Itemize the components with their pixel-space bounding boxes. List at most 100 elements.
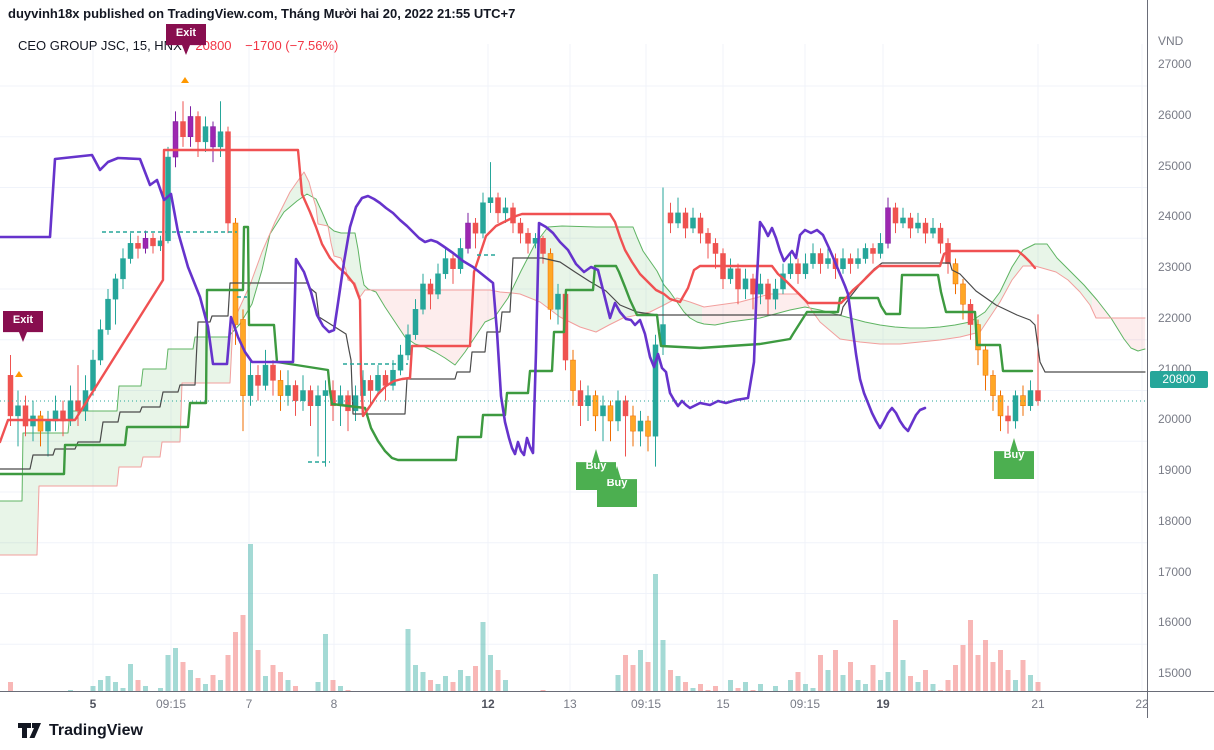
candle-body [225,131,231,224]
candle-body [75,400,81,412]
candle-body [465,222,471,249]
candle-body [637,420,644,432]
candle-body [480,202,486,234]
candle-body [705,232,711,244]
candle-body [555,293,561,310]
volume-bar [1020,660,1026,710]
entry-triangle-marker [15,371,23,377]
candle-body [22,405,29,427]
candle-body [1035,390,1041,401]
candle-body [667,212,674,224]
candle-body [217,131,224,148]
candle-body [772,288,779,300]
volume-bar [165,655,171,710]
time-tick-label: 13 [563,697,577,711]
volume-bar [630,665,636,710]
candle-body [1005,415,1011,422]
candle-body [735,268,741,290]
ichimoku-cloud-green [808,244,1092,344]
time-tick-label: 22 [1135,697,1149,711]
volume-bar [653,574,658,710]
candle-body [922,222,929,234]
volume-bar [623,655,628,710]
volume-bar [953,665,958,710]
candle-body [67,400,74,422]
candle-body [255,375,261,386]
candle-body [150,238,156,247]
chart-canvas[interactable] [0,22,1147,713]
candle-body [870,248,876,254]
candle-body [645,420,651,437]
price-axis[interactable]: VND 27000 26000 25000 24000 23000 22000 21000 2… [1147,0,1214,691]
candle-body [592,395,599,417]
candle-body [375,375,381,391]
price-axis-unit: VND [1158,34,1184,48]
volume-bar [668,670,673,710]
candle-body [307,390,314,406]
candle-body [247,375,254,396]
candle-body [292,385,299,401]
volume-bar [473,666,478,710]
entry-triangle-marker [181,77,189,83]
candle-body [495,197,501,214]
volume-bar [833,650,838,710]
price-tick-label: 26000 [1158,107,1192,122]
candle-body [802,263,809,275]
volume-bar [488,655,493,710]
tradingview-logo[interactable]: TradingView [18,722,143,740]
price-tick-label: 24000 [1158,209,1192,224]
candle-body [877,243,884,254]
candle-body [787,263,794,275]
volume-bar [983,640,988,710]
tradingview-logo-icon [18,723,41,738]
price-tick-label: 23000 [1158,260,1192,274]
candle-body [885,207,891,244]
price-tick-label: 25000 [1158,158,1192,173]
candle-body [1027,390,1034,406]
candle-body [37,415,44,432]
candle-body [427,283,434,295]
candle-body [570,359,576,391]
current-price-tag: 20800 [1150,371,1208,388]
candle-body [690,217,696,229]
candle-body [472,222,479,234]
candle-body [525,232,531,244]
price-tick-label: 19000 [1158,463,1192,478]
candle-body [397,354,404,371]
time-tick-label: 12 [481,697,495,711]
volume-bar [180,662,186,710]
candle-body [990,375,996,396]
volume-bar [990,662,996,710]
time-tick-label: 5 [89,697,97,711]
price-tick-label: 18000 [1158,513,1192,528]
price-change: −1700 (−7.56%) [245,38,339,53]
candle-body [825,258,831,264]
volume-bar [1005,670,1011,710]
candle-body [930,227,936,234]
candle-body [172,121,179,158]
ichimoku-cloud-red [375,290,508,365]
candle-body [202,126,209,143]
candle-body [540,238,546,254]
candle-body [765,283,771,300]
volume-bar [660,640,666,710]
candle-body [997,395,1004,417]
senkou-a-line [0,193,1146,502]
candle-body [757,283,764,295]
time-tick-label: 09:15 [789,697,821,711]
candle-body [892,207,899,224]
candle-body [712,243,719,254]
candle-body [322,390,329,396]
time-axis[interactable]: 5 09:15 7 8 12 13 09:15 15 09:15 19 21 22 [0,691,1214,718]
candle-body [907,217,914,229]
volume-bar [173,648,178,710]
volume-bar [638,650,643,710]
volume-bar [893,620,898,710]
volume-bar [270,665,276,710]
time-tick-label: 15 [716,697,730,711]
candle-body [135,243,141,249]
ichimoku-cloud-red [1092,294,1145,351]
volume-bar [968,620,973,710]
volume-bar [960,645,966,710]
candle-body [675,212,681,224]
